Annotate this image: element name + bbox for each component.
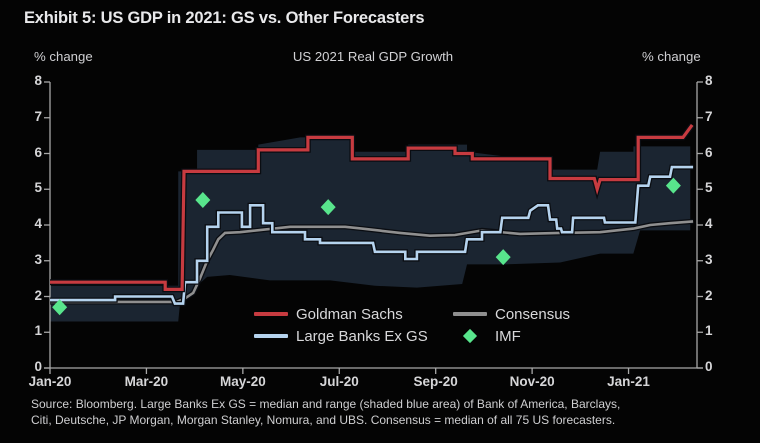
- y-axis-unit-left: % change: [34, 49, 93, 64]
- chart-legend: Goldman Sachs Consensus Large Banks Ex GS I…: [254, 303, 570, 347]
- legend-line-swatch: [453, 312, 487, 316]
- y-axis-tick-label-right: 2: [705, 287, 713, 303]
- y-axis-tick-label-left: 3: [34, 251, 42, 267]
- legend-item: Consensus: [453, 306, 570, 323]
- imf-forecast-diamond: [665, 177, 681, 194]
- legend-diamond-swatch: [453, 328, 487, 344]
- y-axis-tick-label-left: 1: [34, 323, 42, 339]
- y-axis-tick-label-right: 7: [705, 108, 713, 124]
- source-line-2: Citi, Deutsche, JP Morgan, Morgan Stanle…: [31, 412, 616, 427]
- series-line-large-banks-ex-gs: [50, 165, 694, 305]
- y-axis-tick-label-left: 4: [34, 216, 42, 231]
- legend-item: Goldman Sachs: [254, 306, 453, 323]
- x-axis-tick-label: Mar-20: [124, 374, 169, 389]
- x-axis-tick-label: Nov-20: [509, 374, 555, 389]
- y-axis-tick-label-right: 6: [705, 144, 713, 160]
- legend-item: IMF: [453, 328, 570, 345]
- source-note: Source: Bloomberg. Large Banks Ex GS = m…: [31, 397, 620, 428]
- legend-label: Consensus: [495, 305, 571, 323]
- x-axis-tick-label: Sep-20: [413, 374, 458, 389]
- chart-subtitle: US 2021 Real GDP Growth: [292, 49, 454, 64]
- y-axis-tick-label-right: 3: [705, 251, 713, 267]
- imf-forecast-diamond: [495, 249, 511, 266]
- y-axis-tick-label-left: 2: [34, 287, 42, 303]
- source-line-1: Source: Bloomberg. Large Banks Ex GS = m…: [31, 397, 621, 411]
- legend-line-swatch: [254, 334, 288, 338]
- legend-item: Large Banks Ex GS: [254, 328, 453, 345]
- x-axis-tick-label: Jan-20: [28, 374, 72, 389]
- figure-title: Exhibit 5: US GDP in 2021: GS vs. Other …: [24, 9, 425, 27]
- imf-forecast-diamond: [52, 299, 68, 316]
- legend-label: Goldman Sachs: [296, 305, 403, 323]
- y-axis-tick-label-left: 6: [34, 144, 42, 160]
- x-axis-tick-label: Jan-21: [607, 374, 650, 389]
- legend-label: Large Banks Ex GS: [296, 327, 428, 345]
- y-axis-tick-label-right: 0: [705, 359, 713, 374]
- y-axis-tick-label-right: 1: [705, 323, 713, 339]
- imf-forecast-diamond: [195, 191, 211, 208]
- x-axis-tick-label: Jul-20: [319, 374, 359, 389]
- imf-forecast-diamond: [320, 199, 336, 216]
- y-axis-tick-label-left: 5: [34, 180, 42, 196]
- series-line-goldman-sachs: [50, 123, 694, 291]
- diamond-icon: [462, 328, 478, 344]
- y-axis-tick-label-left: 8: [34, 73, 42, 88]
- y-axis-tick-label-right: 5: [705, 180, 713, 196]
- y-axis-tick-label-left: 7: [34, 108, 42, 124]
- x-axis-tick-label: May-20: [219, 374, 266, 389]
- legend-line-swatch: [254, 312, 288, 316]
- y-axis-tick-label-right: 8: [705, 73, 713, 88]
- y-axis-unit-right: % change: [642, 49, 701, 64]
- legend-label: IMF: [495, 327, 521, 345]
- y-axis-tick-label-left: 0: [34, 359, 42, 374]
- y-axis-tick-label-right: 4: [705, 216, 713, 231]
